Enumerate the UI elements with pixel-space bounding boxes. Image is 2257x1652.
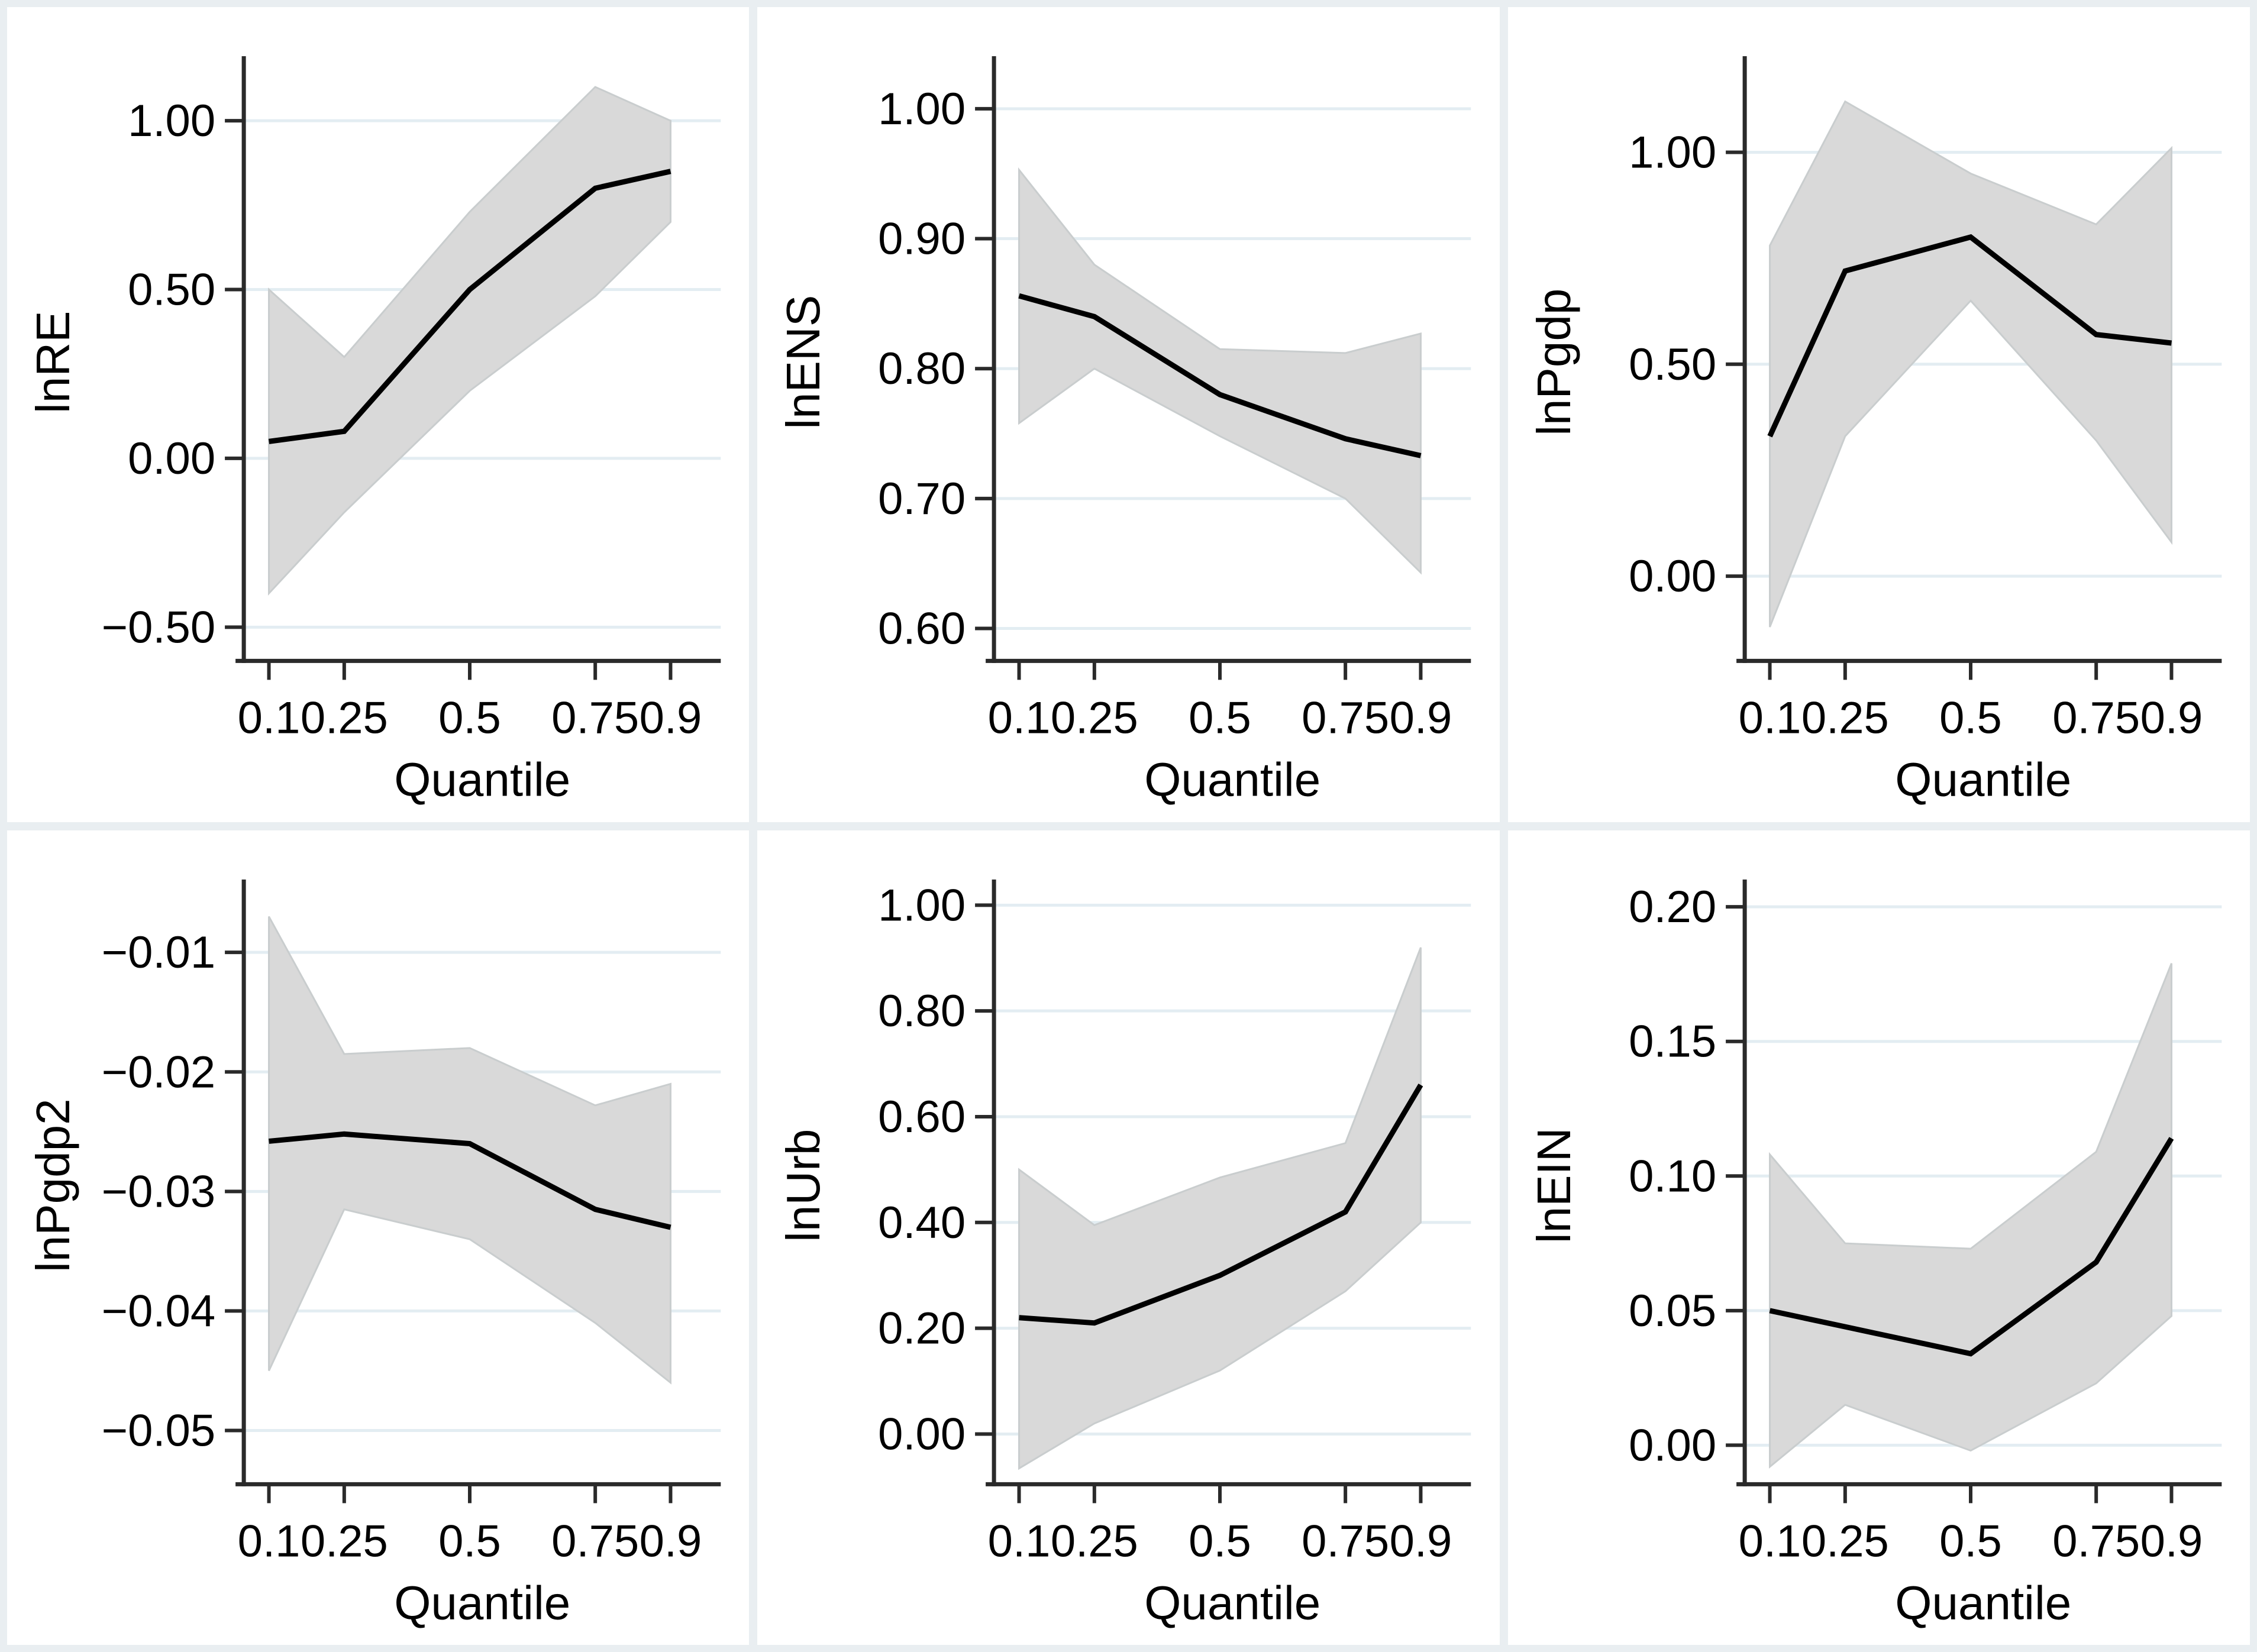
y-tick-label: 0.70	[878, 474, 966, 524]
x-tick-label: 0.1	[988, 693, 1051, 743]
y-tick-label: 0.80	[878, 344, 966, 394]
x-tick-label: 0.75	[1302, 693, 1390, 743]
y-tick-label: 0.10	[1629, 1151, 1716, 1201]
confidence-band	[1768, 100, 2172, 628]
y-tick-label: 0.60	[878, 1091, 966, 1142]
y-axis-title: lnENS	[777, 295, 829, 429]
y-tick-label: 1.00	[128, 96, 215, 146]
confidence-band	[1768, 962, 2172, 1469]
x-tick-label: 0.5	[438, 1516, 501, 1566]
y-tick-label: −0.03	[102, 1166, 215, 1217]
confidence-band	[1018, 946, 1422, 1470]
coefficient-line	[1769, 1136, 2174, 1356]
y-tick-label: −0.05	[102, 1405, 215, 1456]
x-tick-label: 0.5	[438, 693, 501, 743]
y-tick-label: −0.04	[102, 1286, 215, 1336]
x-tick-label: 0.1	[1738, 1516, 1801, 1566]
y-tick-label: −0.01	[102, 927, 215, 978]
y-axis-title: lnEIN	[1528, 1127, 1580, 1243]
y-tick-label: 0.05	[1629, 1285, 1716, 1336]
coefficient-line	[1018, 293, 1422, 458]
x-tick-label: 0.9	[2140, 693, 2203, 743]
x-axis-title: Quantile	[1145, 753, 1321, 806]
x-tick-label: 0.9	[1390, 1516, 1452, 1566]
x-tick-label: 0.1	[238, 693, 301, 743]
coefficient-line	[268, 169, 671, 444]
x-axis-title: Quantile	[1145, 1576, 1321, 1629]
confidence-band	[268, 86, 671, 596]
panel-lnUrb: 1.00 0.80 0.60 0.40 0.20 0.00 0.1 0.25 0.5 0.75 0.…	[757, 830, 1500, 1645]
x-tick-label: 0.5	[1189, 693, 1251, 743]
chart-lnENS: 1.00 0.90 0.80 0.70 0.60 0.1 0.25 0.5 0.75 0.9 Qua…	[777, 56, 1471, 806]
panel-lnEIN: 0.20 0.15 0.10 0.05 0.00 0.1 0.25 0.5 0.75 0.9 Qua…	[1507, 830, 2250, 1645]
y-tick-label: 1.00	[878, 84, 966, 134]
confidence-band	[268, 916, 671, 1385]
y-tick-label: 0.00	[878, 1409, 966, 1459]
y-tick-label: 0.60	[878, 603, 966, 654]
x-axis-title: Quantile	[394, 1576, 570, 1629]
y-axis-title: lnUrb	[777, 1129, 829, 1242]
x-axis-title: Quantile	[394, 753, 570, 806]
panel-lnRE: 1.00 0.50 0.00 −0.50 0.1 0.25 0.5 0.75 0.9 Quanti…	[7, 7, 750, 822]
x-tick-label: 0.9	[640, 693, 702, 743]
x-tick-label: 0.9	[1390, 693, 1452, 743]
x-tick-label: 0.1	[238, 1516, 301, 1566]
x-tick-label: 0.25	[301, 1516, 388, 1566]
x-axis-title: Quantile	[1895, 1576, 2071, 1629]
chart-lnPgdp: 1.00 0.50 0.00 0.1 0.25 0.5 0.75 0.9 Quantile lnP…	[1528, 56, 2222, 806]
chart-lnUrb: 1.00 0.80 0.60 0.40 0.20 0.00 0.1 0.25 0.5 0.75 0.…	[777, 879, 1471, 1629]
x-tick-label: 0.9	[640, 1516, 702, 1566]
panel-lnPgdp: 1.00 0.50 0.00 0.1 0.25 0.5 0.75 0.9 Quantile lnP…	[1507, 7, 2250, 822]
panel-lnENS: 1.00 0.90 0.80 0.70 0.60 0.1 0.25 0.5 0.75 0.9 Qua…	[757, 7, 1500, 822]
x-tick-label: 0.5	[1189, 1516, 1251, 1566]
coefficient-line	[1019, 1083, 1423, 1326]
x-tick-label: 0.1	[1738, 693, 1801, 743]
x-tick-label: 0.25	[301, 693, 388, 743]
x-tick-label: 0.75	[1302, 1516, 1390, 1566]
y-tick-label: 0.20	[1629, 882, 1716, 932]
y-tick-label: 0.00	[1629, 1420, 1716, 1470]
x-tick-label: 0.75	[551, 693, 639, 743]
confidence-band	[1018, 167, 1422, 575]
y-tick-label: 0.15	[1629, 1016, 1716, 1066]
x-tick-label: 0.25	[1051, 693, 1138, 743]
coefficient-line	[1767, 234, 2172, 438]
y-tick-label: −0.02	[102, 1047, 215, 1097]
y-tick-label: 0.80	[878, 986, 966, 1036]
y-tick-label: 0.90	[878, 214, 966, 264]
y-tick-label: 0.50	[128, 264, 215, 315]
x-tick-label: 0.5	[1939, 1516, 2002, 1566]
y-tick-label: 1.00	[1629, 128, 1716, 178]
x-tick-label: 0.25	[1801, 693, 1889, 743]
x-tick-label: 0.75	[551, 1516, 639, 1566]
y-tick-label: −0.50	[102, 602, 215, 652]
y-axis-title: lnRE	[27, 311, 79, 413]
x-tick-label: 0.5	[1939, 693, 2002, 743]
coefficient-line	[269, 1131, 671, 1230]
panel-lnPgdp2: −0.01 −0.02 −0.03 −0.04 −0.05 0.1 0.25 0.5 0.75 0…	[7, 830, 750, 1645]
x-tick-label: 0.75	[2052, 1516, 2140, 1566]
x-tick-label: 0.25	[1051, 1516, 1138, 1566]
y-tick-label: 0.50	[1629, 340, 1716, 390]
x-tick-label: 0.9	[2140, 1516, 2203, 1566]
y-tick-label: 0.20	[878, 1303, 966, 1353]
x-axis-title: Quantile	[1895, 753, 2071, 806]
x-tick-label: 0.1	[988, 1516, 1051, 1566]
chart-lnEIN: 0.20 0.15 0.10 0.05 0.00 0.1 0.25 0.5 0.75 0.9 Qua…	[1528, 879, 2222, 1629]
y-axis-title: lnPgdp	[1528, 289, 1580, 436]
chart-lnPgdp2: −0.01 −0.02 −0.03 −0.04 −0.05 0.1 0.25 0.5 0.75 0…	[27, 879, 721, 1629]
y-tick-label: 0.00	[128, 434, 215, 484]
chart-lnRE: 1.00 0.50 0.00 −0.50 0.1 0.25 0.5 0.75 0.9 Quanti…	[27, 56, 721, 806]
y-tick-label: 0.40	[878, 1197, 966, 1247]
y-tick-label: 0.00	[1629, 551, 1716, 602]
y-axis-title: lnPgdp2	[27, 1098, 79, 1272]
y-tick-label: 1.00	[878, 880, 966, 930]
x-tick-label: 0.75	[2052, 693, 2140, 743]
x-tick-label: 0.25	[1801, 1516, 1889, 1566]
